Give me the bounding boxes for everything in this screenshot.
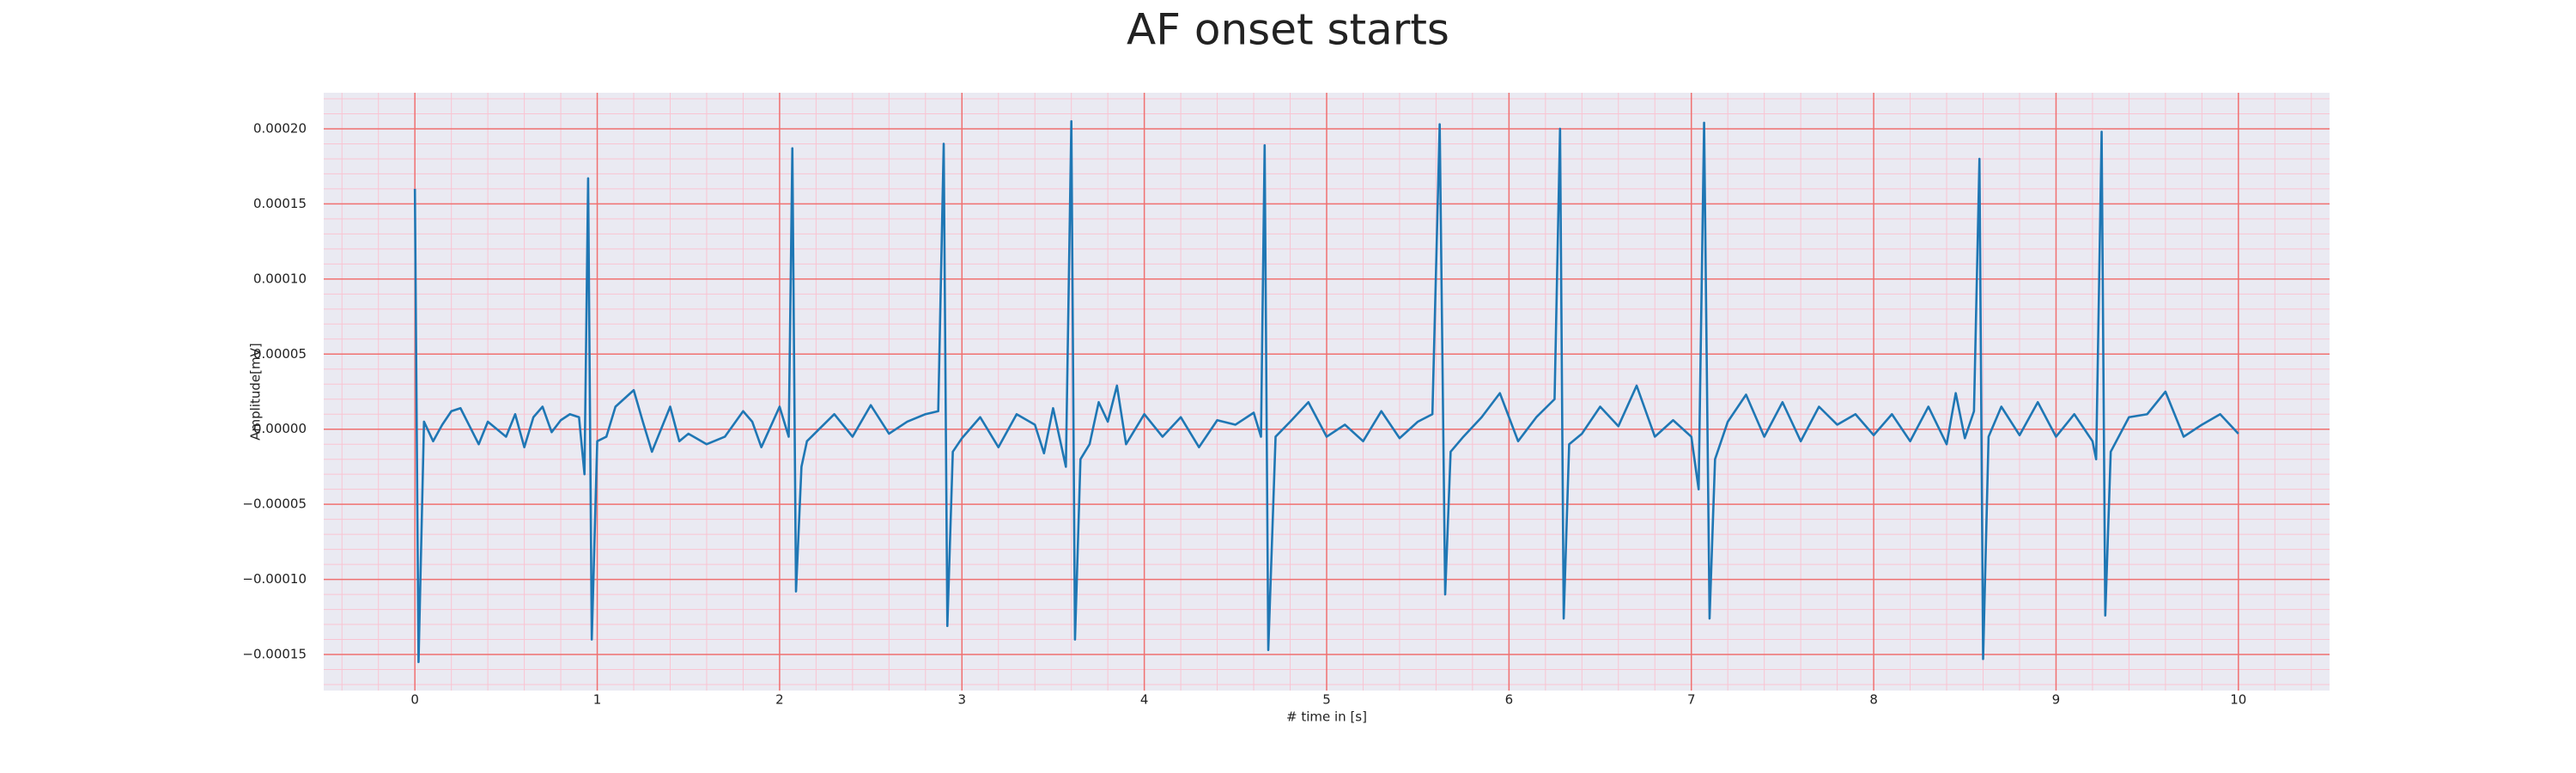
x-tick-label: 9 [2052, 692, 2061, 708]
series [413, 119, 2239, 664]
y-axis-label: Amplitude[mV] [248, 343, 264, 440]
x-tick-label: 8 [1869, 692, 1878, 708]
y-tick-label: 0.00010 [253, 271, 307, 286]
x-tick-label: 6 [1505, 692, 1514, 708]
y-tick-label: 0.00015 [253, 196, 307, 211]
y-tick-label: 0.00005 [253, 346, 307, 362]
x-tick-label: 1 [593, 692, 602, 708]
ticks: 0 1 2 3 4 5 6 7 8 9 10 −0.00015 −0.00010 −0.00005 0.00… [242, 120, 2246, 707]
x-tick-label: 3 [957, 692, 966, 708]
x-tick-label: 7 [1687, 692, 1696, 708]
x-tick-label: 0 [410, 692, 419, 708]
chart-title: AF onset starts [1127, 5, 1449, 55]
x-axis-label: # time in [s] [1286, 709, 1367, 725]
y-tick-label: −0.00010 [242, 571, 307, 587]
x-tick-label: 5 [1322, 692, 1331, 708]
grid [324, 93, 2330, 691]
y-tick-label: −0.00005 [242, 496, 307, 512]
x-tick-label: 4 [1140, 692, 1149, 708]
x-tick-label: 10 [2230, 692, 2246, 708]
y-tick-label: −0.00015 [242, 647, 307, 662]
ecg-line [413, 119, 2239, 664]
x-tick-label: 2 [775, 692, 784, 708]
y-tick-label: 0.00020 [253, 120, 307, 136]
y-tick-label: 0.00000 [253, 421, 307, 436]
